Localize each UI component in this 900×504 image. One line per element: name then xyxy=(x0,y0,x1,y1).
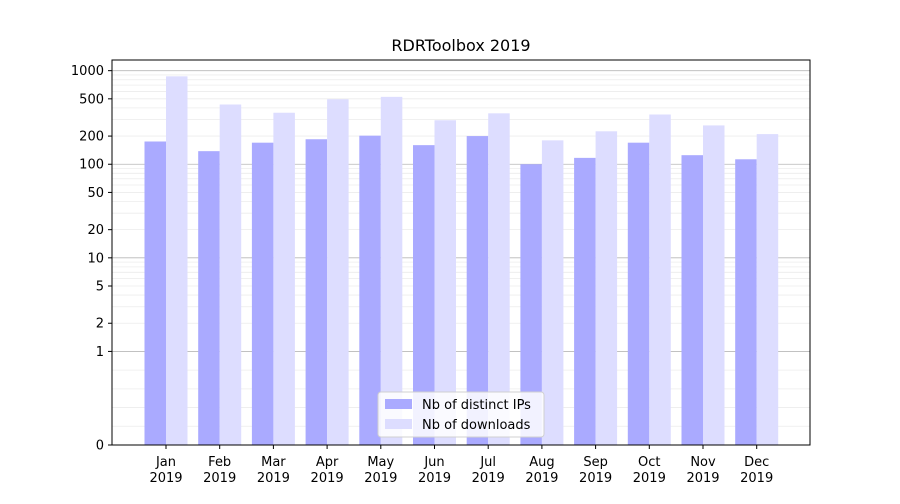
x-tick-label: 2019 xyxy=(686,471,719,486)
bar-distinct-ips xyxy=(520,164,542,445)
bar-downloads xyxy=(595,131,618,445)
bar-downloads xyxy=(166,76,188,445)
chart-title: RDRToolbox 2019 xyxy=(391,36,530,55)
bars xyxy=(144,76,779,446)
bar-distinct-ips xyxy=(413,145,435,445)
bar-downloads xyxy=(327,99,349,446)
x-tick-label: 2019 xyxy=(149,471,182,486)
plot-frame xyxy=(111,59,811,446)
bar-distinct-ips xyxy=(466,136,489,446)
x-tick-label: Aug xyxy=(529,455,554,470)
bar-distinct-ips xyxy=(359,135,381,445)
bar-distinct-ips xyxy=(144,141,166,445)
x-tick-label: 2019 xyxy=(364,471,397,486)
bar-downloads xyxy=(541,140,564,445)
x-tick-label: 2019 xyxy=(633,471,666,486)
bar-downloads xyxy=(649,114,671,445)
bar-downloads xyxy=(219,104,242,445)
x-tick-label: Dec xyxy=(744,455,769,470)
y-tick-label: 5 xyxy=(96,280,104,295)
x-tick-label: Jul xyxy=(479,455,496,470)
x-tick-label: 2019 xyxy=(257,471,290,486)
y-tick-label: 100 xyxy=(79,158,104,173)
y-tick-label: 200 xyxy=(79,130,104,145)
bar-downloads xyxy=(380,96,403,445)
x-tick-label: 2019 xyxy=(311,471,344,486)
y-tick-label: 500 xyxy=(79,92,104,107)
y-tick-label: 1 xyxy=(96,345,104,360)
y-axis: 0 1 2 5 10 20 50 100 200 500 1000 xyxy=(71,64,112,454)
bar-distinct-ips xyxy=(735,159,757,446)
bar-distinct-ips xyxy=(681,155,703,445)
x-tick-label: 2019 xyxy=(579,471,612,486)
x-tick-label: May xyxy=(367,455,394,470)
legend-label: Nb of downloads xyxy=(422,418,531,433)
x-tick-label: Apr xyxy=(316,455,339,470)
x-tick-label: Jun xyxy=(423,455,444,470)
x-tick-label: Sep xyxy=(583,455,608,470)
x-tick-label: Oct xyxy=(638,455,660,470)
legend-label: Nb of distinct IPs xyxy=(422,398,531,413)
x-tick-label: Nov xyxy=(690,455,716,470)
x-tick-label: 2019 xyxy=(525,471,558,486)
x-tick-label: 2019 xyxy=(203,471,236,486)
x-tick-label: 2019 xyxy=(418,471,451,486)
legend-box xyxy=(377,391,545,438)
bar-distinct-ips xyxy=(251,142,274,445)
bar-downloads xyxy=(488,113,510,446)
x-tick-label: 2019 xyxy=(472,471,505,486)
y-tick-label: 0 xyxy=(96,439,104,454)
legend-swatch xyxy=(385,419,412,429)
y-tick-label: 50 xyxy=(87,186,104,201)
bar-downloads xyxy=(756,134,779,446)
x-tick-label: Jan xyxy=(155,455,176,470)
y-tick-label: 20 xyxy=(87,223,104,238)
legend-swatch xyxy=(385,399,412,409)
bar-distinct-ips xyxy=(627,142,650,445)
x-axis: Jan2019Feb2019Mar2019Apr2019May2019Jun20… xyxy=(149,445,773,486)
bar-distinct-ips xyxy=(574,157,596,446)
bar-downloads xyxy=(273,112,295,445)
x-tick-label: Feb xyxy=(208,455,231,470)
bar-distinct-ips xyxy=(198,151,220,446)
legend: Nb of distinct IPs Nb of downloads xyxy=(377,391,545,438)
bar-downloads xyxy=(434,120,456,445)
y-tick-label: 2 xyxy=(96,317,104,332)
bar-downloads xyxy=(703,125,725,445)
y-tick-label: 10 xyxy=(87,251,104,266)
y-tick-label: 1000 xyxy=(71,64,104,79)
x-tick-label: Mar xyxy=(261,455,286,470)
bar-distinct-ips xyxy=(305,139,328,445)
x-tick-label: 2019 xyxy=(740,471,773,486)
